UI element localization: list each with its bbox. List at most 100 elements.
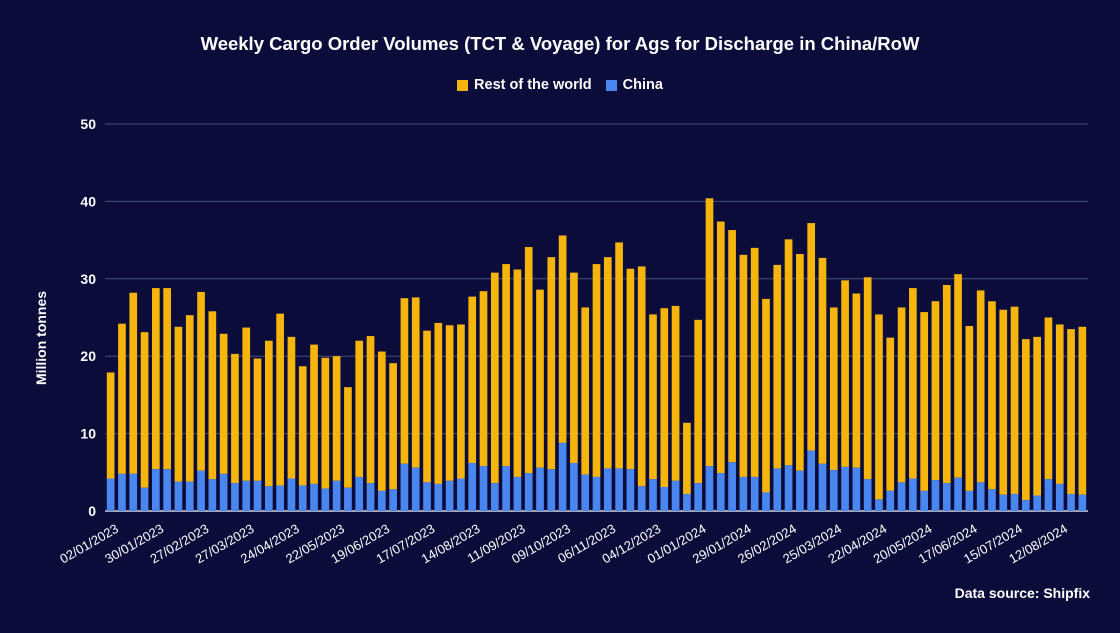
bar-china [276, 485, 284, 511]
bar-china [118, 473, 126, 511]
bar-stack [366, 336, 375, 511]
bar-stack [1055, 324, 1064, 511]
bar-rest-of-world [1078, 326, 1087, 495]
bar-stack [129, 292, 138, 511]
bar-stack [728, 230, 736, 511]
bar-rest-of-world [479, 291, 488, 467]
bar-rest-of-world [750, 247, 759, 477]
bar-rest-of-world [174, 326, 183, 482]
bar-rest-of-world [468, 296, 477, 464]
bar-stack [705, 198, 714, 511]
bar-stack [276, 313, 284, 511]
bar-rest-of-world [547, 257, 556, 470]
bar-rest-of-world [140, 332, 149, 488]
bar-china [152, 469, 160, 511]
bar-china [818, 463, 827, 511]
bar-china [140, 487, 149, 511]
bar-china [163, 469, 171, 511]
bar-stack [852, 293, 861, 511]
bar-china [1055, 483, 1064, 511]
legend-item-rest-of-world[interactable]: Rest of the world [457, 77, 592, 93]
bar-rest-of-world [129, 292, 138, 474]
bar-stack [558, 235, 567, 511]
bar-stack [479, 291, 488, 511]
bar-stack [468, 296, 477, 511]
bar-rest-of-world [536, 289, 544, 468]
bar-china [344, 487, 352, 511]
bar-stack [796, 254, 804, 511]
bar-china [931, 480, 940, 511]
bar-stack [615, 242, 623, 511]
bar-stack [592, 264, 601, 511]
bar-stack [807, 223, 816, 511]
bar-stack [965, 326, 974, 511]
bar-china [502, 466, 510, 511]
bar-stack [841, 280, 849, 511]
bar-rest-of-world [344, 387, 352, 488]
bar-stack [570, 272, 578, 511]
bar-china [558, 442, 567, 511]
chart-title: Weekly Cargo Order Volumes (TCT & Voyage… [200, 33, 920, 54]
bar-china [468, 463, 477, 511]
y-axis-ticks: 0 10 20 30 40 50 [80, 116, 96, 519]
bar-rest-of-world [886, 337, 895, 491]
bar-rest-of-world [321, 357, 330, 489]
bar-china [863, 479, 872, 511]
legend-item-china[interactable]: China [605, 77, 663, 93]
bar-rest-of-world [1067, 329, 1075, 494]
bar-china [942, 483, 951, 511]
bar-stack [897, 307, 906, 511]
bar-stack [739, 254, 748, 511]
bar-rest-of-world [445, 325, 454, 481]
bar-stack [400, 298, 409, 511]
bar-rest-of-world [163, 288, 171, 470]
bar-rest-of-world [219, 333, 228, 474]
bar-china [988, 489, 996, 511]
bar-rest-of-world [807, 223, 816, 451]
bar-rest-of-world [999, 309, 1008, 495]
bar-rest-of-world [773, 264, 782, 469]
bar-china [264, 486, 273, 511]
bar-rest-of-world [728, 230, 736, 463]
bar-stack [694, 319, 703, 511]
bar-china [1022, 500, 1030, 511]
bar-china [716, 473, 725, 511]
bar-stack [649, 314, 657, 511]
bar-stack [185, 315, 194, 511]
bar-china [310, 483, 318, 511]
bar-stack [818, 257, 827, 511]
bar-stack [660, 308, 669, 511]
bar-china [389, 489, 397, 511]
bar-rest-of-world [965, 326, 974, 491]
bar-china [739, 476, 748, 511]
bar-china [852, 467, 861, 511]
bar-stack [536, 289, 544, 511]
bar-china [728, 462, 736, 511]
bar-china [637, 486, 646, 511]
bar-rest-of-world [1044, 317, 1053, 480]
bar-china [219, 473, 228, 511]
y-axis-title: Million tonnes [33, 290, 49, 386]
bar-stack [671, 305, 680, 511]
bar-china [886, 490, 895, 511]
bar-china [490, 483, 499, 511]
bar-china [626, 469, 635, 511]
bar-stack [942, 284, 951, 511]
bar-china [547, 469, 556, 511]
bar-china [897, 482, 906, 511]
bar-rest-of-world [603, 257, 612, 469]
bar-china [242, 480, 251, 511]
bar-rest-of-world [377, 351, 386, 491]
bar-stack [954, 274, 962, 511]
bar-rest-of-world [909, 288, 917, 479]
bar-china [377, 490, 386, 511]
bar-china [185, 481, 194, 511]
bar-china [660, 487, 669, 511]
bar-stack [389, 363, 397, 511]
bar-china [581, 474, 590, 511]
bar-stack [637, 266, 646, 511]
bar-china [208, 479, 217, 511]
bar-china [253, 480, 262, 511]
bar-stack [377, 351, 386, 511]
bar-stack [875, 314, 883, 511]
